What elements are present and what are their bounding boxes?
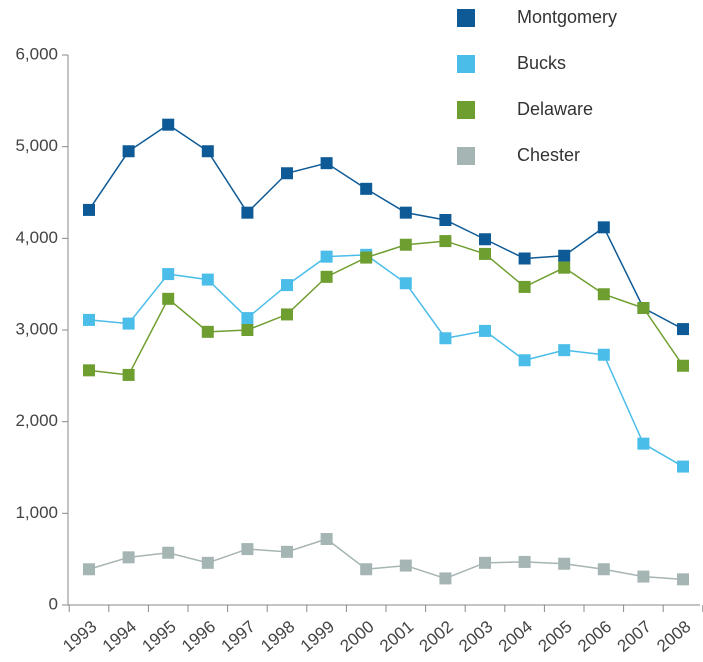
x-tick-label: 2008 bbox=[653, 617, 694, 656]
data-point bbox=[281, 545, 293, 558]
data-point bbox=[439, 572, 452, 585]
data-point bbox=[360, 251, 373, 264]
data-point bbox=[201, 556, 214, 569]
series-line bbox=[88, 123, 684, 330]
data-point bbox=[281, 279, 293, 292]
legend-label: Chester bbox=[517, 145, 580, 165]
x-tick-label: 2002 bbox=[416, 617, 457, 656]
x-tick-label: 2007 bbox=[614, 617, 655, 656]
y-tick-label: 3,000 bbox=[15, 319, 58, 338]
data-point bbox=[241, 543, 254, 556]
data-point bbox=[399, 277, 412, 290]
data-point bbox=[201, 145, 214, 158]
series-line bbox=[88, 240, 684, 376]
series-line bbox=[88, 538, 684, 581]
data-point bbox=[360, 182, 373, 195]
data-point bbox=[558, 557, 571, 570]
legend-label: Delaware bbox=[517, 99, 593, 119]
data-point bbox=[122, 368, 135, 381]
x-tick-label: 2000 bbox=[336, 617, 377, 656]
data-point bbox=[479, 324, 491, 337]
y-tick-label: 0 bbox=[49, 594, 58, 613]
data-point bbox=[399, 206, 412, 219]
data-point bbox=[558, 344, 571, 357]
data-point bbox=[637, 570, 650, 583]
data-point bbox=[677, 573, 689, 586]
data-point bbox=[122, 145, 135, 158]
data-point bbox=[597, 288, 610, 301]
x-tick-label: 1996 bbox=[178, 617, 219, 656]
data-point bbox=[162, 118, 175, 131]
y-tick-label: 5,000 bbox=[15, 136, 58, 155]
data-point bbox=[162, 268, 175, 281]
data-point bbox=[677, 323, 689, 336]
data-point bbox=[83, 563, 95, 576]
y-tick-label: 4,000 bbox=[15, 228, 58, 247]
data-point bbox=[479, 556, 491, 569]
data-point bbox=[320, 157, 333, 170]
data-point bbox=[518, 252, 531, 265]
data-point bbox=[83, 364, 95, 377]
legend-label: Montgomery bbox=[517, 7, 617, 27]
data-point bbox=[558, 249, 571, 262]
data-point bbox=[677, 359, 689, 372]
data-point bbox=[201, 325, 214, 338]
data-point bbox=[439, 214, 452, 226]
x-tick-label: 2005 bbox=[534, 617, 575, 656]
legend-label: Bucks bbox=[517, 53, 566, 73]
data-point bbox=[241, 206, 254, 219]
data-point bbox=[637, 302, 650, 314]
data-point bbox=[241, 312, 254, 325]
data-point bbox=[479, 247, 491, 260]
x-tick-label: 1994 bbox=[99, 617, 140, 656]
legend-swatch bbox=[457, 9, 475, 27]
data-point bbox=[360, 563, 373, 576]
x-tick-label: 1999 bbox=[297, 617, 338, 656]
data-point bbox=[399, 238, 412, 251]
data-point bbox=[479, 233, 491, 246]
data-point bbox=[83, 313, 95, 326]
data-point bbox=[637, 437, 650, 450]
data-point bbox=[320, 270, 333, 283]
legend-swatch bbox=[457, 55, 475, 73]
series-line bbox=[88, 254, 684, 468]
x-tick-label: 1995 bbox=[138, 617, 179, 656]
data-point bbox=[281, 167, 293, 180]
data-point bbox=[558, 261, 571, 274]
data-point bbox=[281, 308, 293, 321]
data-point bbox=[201, 273, 214, 286]
y-tick-label: 6,000 bbox=[15, 44, 58, 63]
data-point bbox=[518, 354, 531, 367]
data-point bbox=[439, 235, 452, 248]
x-tick-label: 2004 bbox=[495, 617, 536, 656]
x-tick-label: 1993 bbox=[59, 617, 100, 656]
data-point bbox=[83, 203, 95, 216]
data-point bbox=[320, 533, 333, 545]
data-point bbox=[122, 317, 135, 330]
data-point bbox=[162, 546, 175, 559]
x-tick-label: 1997 bbox=[218, 617, 259, 656]
data-point bbox=[320, 250, 333, 263]
data-point bbox=[597, 563, 610, 576]
legend-swatch bbox=[457, 101, 475, 119]
data-point bbox=[597, 348, 610, 361]
data-point bbox=[518, 555, 531, 568]
data-point bbox=[677, 460, 689, 473]
y-tick-label: 2,000 bbox=[15, 411, 58, 430]
legend-swatch bbox=[457, 147, 475, 165]
data-point bbox=[162, 292, 175, 305]
y-tick-label: 1,000 bbox=[15, 503, 58, 522]
data-point bbox=[439, 332, 452, 345]
data-point bbox=[241, 324, 254, 336]
data-point bbox=[597, 221, 610, 234]
x-tick-label: 1998 bbox=[257, 617, 298, 656]
x-tick-label: 2003 bbox=[455, 617, 496, 656]
x-tick-label: 2006 bbox=[574, 617, 615, 656]
data-point bbox=[518, 280, 531, 293]
data-point bbox=[399, 559, 412, 572]
x-tick-label: 2001 bbox=[376, 617, 417, 656]
data-point bbox=[122, 551, 135, 564]
